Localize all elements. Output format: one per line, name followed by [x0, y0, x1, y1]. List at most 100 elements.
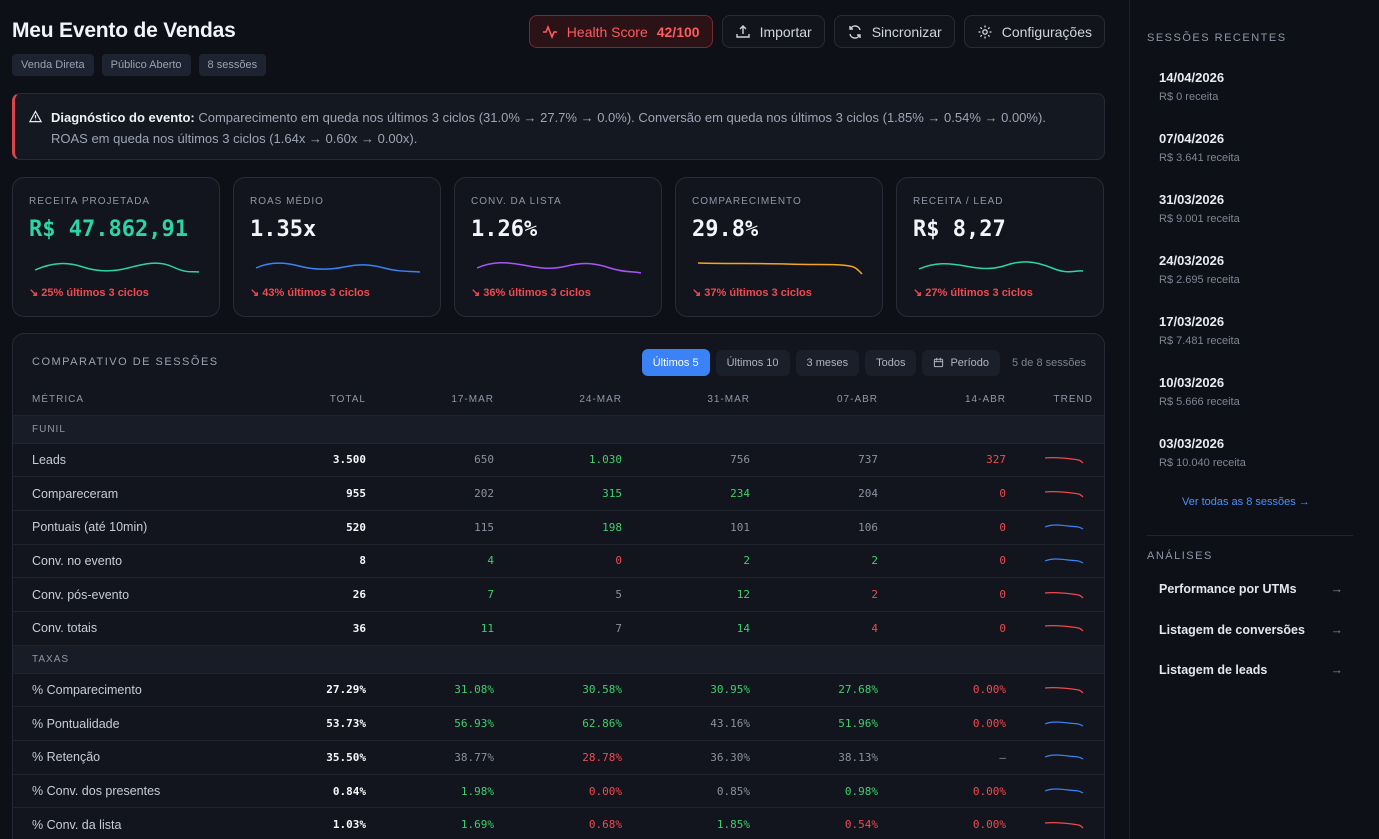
table-row: Conv. totais 36 11 7 14 4 0: [13, 610, 1104, 646]
metric-cell: 0.00%: [507, 773, 635, 808]
table-row: % Conv. da lista 1.03% 1.69% 0.68% 1.85% 0.54…: [13, 807, 1104, 839]
import-button[interactable]: Importar: [721, 15, 825, 48]
tag-sessions: 8 sessões: [198, 54, 267, 76]
session-item[interactable]: 03/03/2026 R$ 10.040 receita: [1159, 436, 1359, 469]
session-date: 31/03/2026: [1159, 192, 1225, 207]
session-revenue: R$ 9.001 receita: [1159, 213, 1240, 225]
metric-total: 520: [243, 509, 379, 545]
filter-all[interactable]: Todos: [865, 349, 917, 376]
kpi-value: 29.8%: [692, 217, 759, 242]
kpi-sparkline: [255, 262, 421, 273]
metric-label: % Comparecimento: [13, 672, 243, 707]
arrow-right-icon: →: [1330, 622, 1344, 637]
metric-total: 53.73%: [243, 706, 379, 741]
settings-label: Configurações: [1001, 23, 1092, 40]
trend-cell: [1019, 773, 1104, 808]
metric-cell: 36.30%: [635, 740, 763, 775]
metric-cell: 4: [379, 543, 507, 578]
sync-button[interactable]: Sincronizar: [833, 15, 955, 48]
analysis-link[interactable]: Listagem de leads →: [1159, 663, 1343, 677]
metric-cell: —: [891, 740, 1019, 775]
kpi-card: Conv. da lista 1.26% ↘ 36% últimos 3 ciclo…: [454, 177, 662, 317]
metric-cell: 756: [635, 442, 763, 477]
session-item[interactable]: 07/04/2026 R$ 3.641 receita: [1159, 131, 1359, 164]
kpi-sparkline: [697, 262, 863, 275]
view-all-sessions-link[interactable]: Ver todas as 8 sessões →: [1182, 496, 1310, 508]
trend-sparkline: [1044, 490, 1084, 497]
metric-cell: 115: [379, 509, 507, 545]
filter-period[interactable]: Período: [922, 349, 1000, 376]
metric-total: 8: [243, 543, 379, 578]
session-item[interactable]: 10/03/2026 R$ 5.666 receita: [1159, 375, 1359, 408]
analysis-label: Listagem de leads: [1159, 663, 1268, 677]
trend-cell: [1019, 442, 1104, 477]
metric-cell: 737: [763, 442, 891, 477]
kpi-label: Receita / lead: [913, 196, 1004, 207]
analysis-link[interactable]: Performance por UTMs →: [1159, 582, 1343, 596]
metric-cell: 5: [507, 577, 635, 612]
metric-cell: 30.58%: [507, 672, 635, 707]
metric-total: 26: [243, 577, 379, 612]
alert-text: Comparecimento em queda nos últimos 3 ci…: [51, 110, 1046, 146]
session-item[interactable]: 24/03/2026 R$ 2.695 receita: [1159, 253, 1359, 286]
diagnostic-alert: Diagnóstico do evento: Comparecimento em…: [12, 93, 1105, 160]
sidebar-divider: [1147, 535, 1353, 536]
upload-icon: [735, 24, 750, 38]
column-header: 17-MAR: [451, 393, 494, 405]
filter-last-10[interactable]: Últimos 10: [715, 349, 790, 376]
kpi-value: R$ 8,27: [913, 217, 1006, 242]
trend-cell: [1019, 740, 1104, 775]
analysis-link[interactable]: Listagem de conversões →: [1159, 623, 1343, 637]
analysis-label: Listagem de conversões: [1159, 622, 1305, 637]
metric-label: Conv. totais: [13, 610, 243, 646]
session-revenue: R$ 10.040 receita: [1159, 457, 1246, 469]
session-date: 03/03/2026: [1159, 436, 1225, 451]
filter-3-months[interactable]: 3 meses: [795, 349, 860, 376]
metric-cell: 0.85%: [635, 773, 763, 808]
kpi-label: Receita projetada: [29, 196, 151, 207]
metric-cell: 0.00%: [891, 672, 1019, 707]
table-row: Conv. pós-evento 26 7 5 12 2 0: [13, 577, 1104, 612]
kpi-delta: ↘ 43% últimos 3 ciclos: [250, 287, 370, 299]
kpi-cards: Receita projetada R$ 47.862,91 ↘ 25% últim…: [12, 177, 1105, 317]
kpi-sparkline: [34, 262, 200, 273]
session-item[interactable]: 17/03/2026 R$ 7.481 receita: [1159, 314, 1359, 347]
metric-cell: 315: [507, 476, 635, 511]
sidebar: SESSÕES RECENTES 14/04/2026 R$ 0 receita 0…: [1129, 0, 1379, 839]
kpi-value: R$ 47.862,91: [29, 217, 188, 242]
trend-cell: [1019, 509, 1104, 545]
metric-label: Leads: [13, 442, 243, 477]
import-label: Importar: [759, 23, 812, 40]
metric-total: 955: [243, 476, 379, 511]
metric-cell: 202: [379, 476, 507, 511]
analyses-title: ANÁLISES: [1147, 550, 1213, 562]
metric-cell: 27.68%: [763, 672, 891, 707]
session-revenue: R$ 5.666 receita: [1159, 396, 1240, 408]
session-item[interactable]: 31/03/2026 R$ 9.001 receita: [1159, 192, 1359, 225]
trend-sparkline: [1044, 456, 1084, 464]
recent-sessions-title: SESSÕES RECENTES: [1147, 32, 1287, 44]
metric-label: % Pontualidade: [13, 706, 243, 741]
column-header: TOTAL: [329, 393, 366, 405]
session-date: 14/04/2026: [1159, 70, 1225, 85]
kpi-delta: ↘ 37% últimos 3 ciclos: [692, 287, 812, 299]
arrow-right-icon: →: [1330, 582, 1344, 596]
metric-cell: 101: [635, 509, 763, 545]
metric-label: Compareceram: [13, 476, 243, 511]
session-item[interactable]: 14/04/2026 R$ 0 receita: [1159, 70, 1359, 103]
kpi-value: 1.35x: [250, 217, 317, 242]
arrow-right-icon: →: [1330, 663, 1344, 677]
kpi-label: ROAS médio: [250, 196, 324, 207]
session-revenue: R$ 3.641 receita: [1159, 152, 1240, 164]
metric-label: Pontuais (até 10min): [13, 509, 243, 545]
filter-last-5[interactable]: Últimos 5: [641, 349, 710, 376]
health-score-button[interactable]: Health Score 42/100: [528, 15, 713, 48]
table-row: Compareceram 955 202 315 234 204 0: [13, 476, 1104, 511]
table-section-row: FUNIL: [13, 414, 1104, 443]
metric-cell: 198: [507, 509, 635, 545]
settings-button[interactable]: Configurações: [963, 15, 1105, 48]
kpi-card: ROAS médio 1.35x ↘ 43% últimos 3 ciclos: [233, 177, 441, 317]
session-date: 10/03/2026: [1159, 375, 1225, 390]
column-header: 24-MAR: [579, 393, 622, 405]
metric-cell: 0.00%: [891, 706, 1019, 741]
